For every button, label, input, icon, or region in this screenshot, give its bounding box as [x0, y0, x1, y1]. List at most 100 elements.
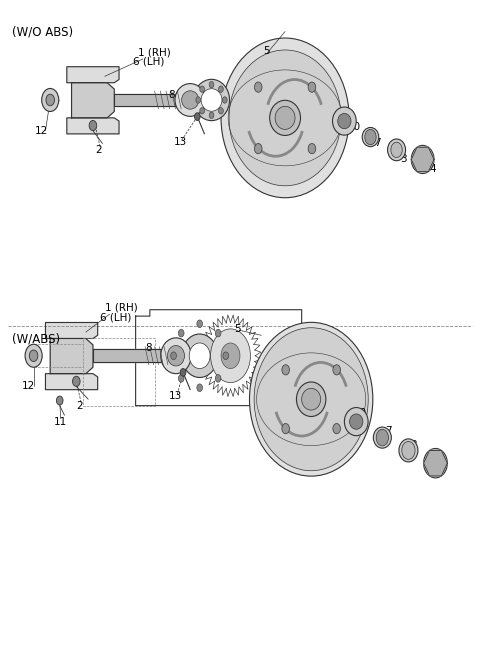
Ellipse shape: [411, 145, 434, 174]
Polygon shape: [50, 339, 93, 373]
Ellipse shape: [221, 38, 349, 198]
Ellipse shape: [175, 84, 205, 116]
Text: 3: 3: [410, 441, 417, 450]
Circle shape: [200, 86, 204, 92]
Circle shape: [180, 368, 186, 376]
Text: 3: 3: [400, 154, 407, 164]
Text: 7: 7: [384, 426, 391, 436]
Circle shape: [221, 343, 240, 368]
Ellipse shape: [275, 106, 295, 130]
Text: 12: 12: [22, 381, 35, 392]
Ellipse shape: [161, 338, 191, 373]
Text: 1 (RH): 1 (RH): [105, 303, 138, 313]
Circle shape: [391, 142, 402, 157]
Circle shape: [200, 108, 204, 114]
Circle shape: [56, 396, 63, 405]
Ellipse shape: [201, 89, 222, 111]
Text: 2: 2: [76, 401, 83, 411]
Circle shape: [171, 352, 177, 360]
Ellipse shape: [189, 343, 210, 368]
Circle shape: [72, 376, 80, 386]
Text: 4: 4: [437, 451, 444, 462]
Text: (W/O ABS): (W/O ABS): [12, 25, 73, 38]
Text: 13: 13: [169, 391, 182, 401]
Bar: [84, 339, 155, 406]
Ellipse shape: [270, 100, 300, 135]
Circle shape: [402, 441, 415, 459]
Circle shape: [282, 364, 289, 375]
Text: 10: 10: [348, 123, 361, 132]
Circle shape: [215, 330, 221, 337]
Text: 13: 13: [174, 137, 187, 147]
Ellipse shape: [250, 322, 373, 476]
Text: 5: 5: [234, 324, 241, 334]
Polygon shape: [93, 350, 169, 362]
Text: 9: 9: [174, 346, 180, 356]
Ellipse shape: [301, 388, 321, 410]
Circle shape: [282, 424, 289, 433]
Ellipse shape: [181, 91, 199, 109]
Ellipse shape: [333, 107, 356, 135]
Circle shape: [215, 375, 221, 382]
Circle shape: [209, 112, 214, 119]
Ellipse shape: [362, 128, 379, 146]
Circle shape: [196, 97, 201, 103]
Circle shape: [209, 81, 214, 88]
Text: 2: 2: [96, 145, 102, 155]
Circle shape: [223, 352, 228, 360]
Ellipse shape: [181, 334, 218, 377]
Polygon shape: [46, 322, 97, 339]
Circle shape: [254, 82, 262, 92]
Ellipse shape: [297, 382, 326, 417]
Circle shape: [211, 329, 251, 382]
Text: 5: 5: [263, 46, 269, 55]
Circle shape: [194, 113, 200, 121]
Circle shape: [29, 350, 38, 361]
Circle shape: [308, 82, 316, 92]
Circle shape: [197, 384, 203, 392]
Ellipse shape: [254, 328, 368, 471]
Circle shape: [308, 143, 316, 154]
Circle shape: [376, 430, 388, 446]
Ellipse shape: [349, 414, 363, 430]
Polygon shape: [67, 66, 119, 83]
Ellipse shape: [168, 346, 184, 366]
Text: 6 (LH): 6 (LH): [100, 312, 132, 322]
Circle shape: [218, 86, 223, 92]
Text: 6 (LH): 6 (LH): [133, 57, 165, 66]
Text: 12: 12: [35, 126, 48, 135]
Circle shape: [89, 121, 96, 131]
Circle shape: [25, 344, 42, 367]
Polygon shape: [114, 94, 183, 106]
Ellipse shape: [424, 448, 447, 478]
Text: (W/ABS): (W/ABS): [12, 332, 60, 345]
Text: 8: 8: [145, 343, 152, 353]
Ellipse shape: [373, 427, 391, 448]
Circle shape: [218, 108, 223, 114]
Text: 9: 9: [197, 90, 204, 101]
Ellipse shape: [193, 79, 229, 121]
Ellipse shape: [229, 50, 341, 186]
Circle shape: [179, 375, 184, 382]
Polygon shape: [411, 147, 434, 172]
Ellipse shape: [387, 139, 406, 161]
Circle shape: [46, 94, 55, 106]
Circle shape: [365, 130, 376, 144]
Polygon shape: [67, 118, 119, 134]
Text: 8: 8: [168, 90, 175, 101]
Circle shape: [333, 424, 340, 433]
Circle shape: [222, 97, 227, 103]
Circle shape: [197, 320, 203, 328]
Polygon shape: [46, 373, 97, 390]
Ellipse shape: [344, 408, 368, 435]
Polygon shape: [72, 83, 114, 118]
Circle shape: [42, 88, 59, 112]
Text: 4: 4: [430, 164, 436, 174]
Circle shape: [333, 364, 340, 375]
Text: 1 (RH): 1 (RH): [138, 47, 171, 57]
Circle shape: [179, 330, 184, 337]
Text: 10: 10: [354, 408, 367, 419]
Text: 7: 7: [374, 139, 381, 148]
Ellipse shape: [399, 439, 418, 462]
Circle shape: [254, 143, 262, 154]
